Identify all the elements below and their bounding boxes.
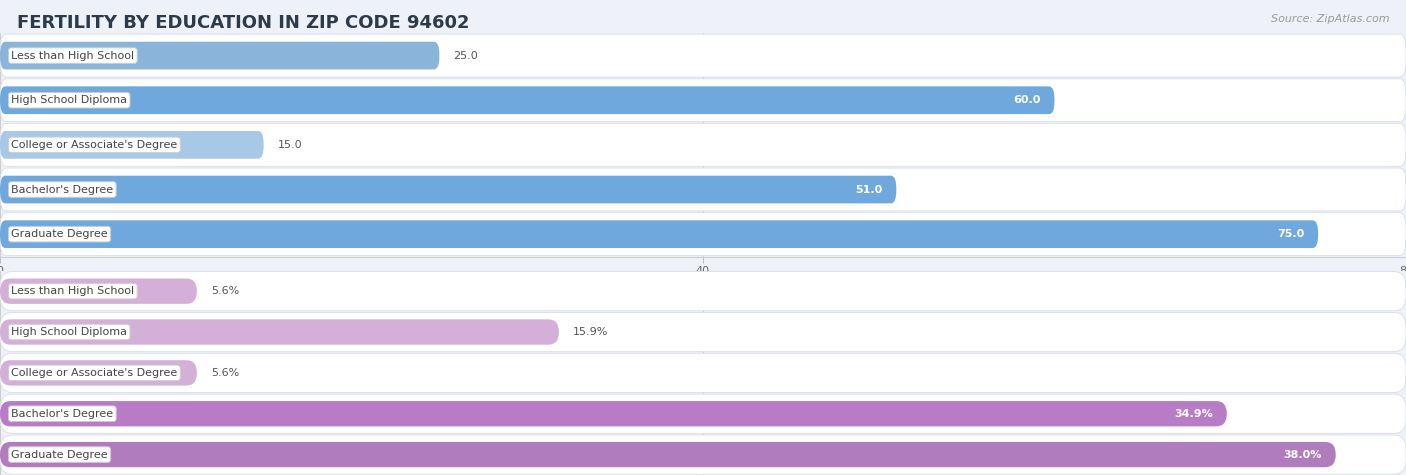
FancyBboxPatch shape [0,168,1406,211]
Text: Bachelor's Degree: Bachelor's Degree [11,408,114,419]
FancyBboxPatch shape [0,353,1406,392]
Text: Source: ZipAtlas.com: Source: ZipAtlas.com [1271,14,1389,24]
FancyBboxPatch shape [0,319,560,345]
Text: High School Diploma: High School Diploma [11,95,128,105]
Text: FERTILITY BY EDUCATION IN ZIP CODE 94602: FERTILITY BY EDUCATION IN ZIP CODE 94602 [17,14,470,32]
Text: 51.0: 51.0 [855,184,883,195]
FancyBboxPatch shape [0,131,264,159]
Text: 34.9%: 34.9% [1174,408,1212,419]
FancyBboxPatch shape [0,401,1226,427]
FancyBboxPatch shape [0,79,1406,122]
FancyBboxPatch shape [0,360,197,386]
Text: 25.0: 25.0 [453,50,478,61]
FancyBboxPatch shape [0,34,1406,77]
FancyBboxPatch shape [0,394,1406,433]
FancyBboxPatch shape [0,278,197,304]
Text: Graduate Degree: Graduate Degree [11,229,108,239]
FancyBboxPatch shape [0,220,1319,248]
Text: 15.0: 15.0 [278,140,302,150]
FancyBboxPatch shape [0,42,439,69]
Text: College or Associate's Degree: College or Associate's Degree [11,368,177,378]
FancyBboxPatch shape [0,313,1406,352]
FancyBboxPatch shape [0,272,1406,311]
Text: 60.0: 60.0 [1014,95,1040,105]
Text: 38.0%: 38.0% [1284,449,1322,460]
Text: 5.6%: 5.6% [211,368,239,378]
Text: Graduate Degree: Graduate Degree [11,449,108,460]
FancyBboxPatch shape [0,86,1054,114]
Text: Less than High School: Less than High School [11,286,135,296]
FancyBboxPatch shape [0,124,1406,166]
FancyBboxPatch shape [0,442,1336,467]
Text: 5.6%: 5.6% [211,286,239,296]
FancyBboxPatch shape [0,176,897,203]
FancyBboxPatch shape [0,435,1406,474]
FancyBboxPatch shape [0,213,1406,256]
Text: College or Associate's Degree: College or Associate's Degree [11,140,177,150]
Text: Less than High School: Less than High School [11,50,135,61]
Text: 75.0: 75.0 [1277,229,1305,239]
Text: High School Diploma: High School Diploma [11,327,128,337]
Text: Bachelor's Degree: Bachelor's Degree [11,184,114,195]
Text: 15.9%: 15.9% [574,327,609,337]
